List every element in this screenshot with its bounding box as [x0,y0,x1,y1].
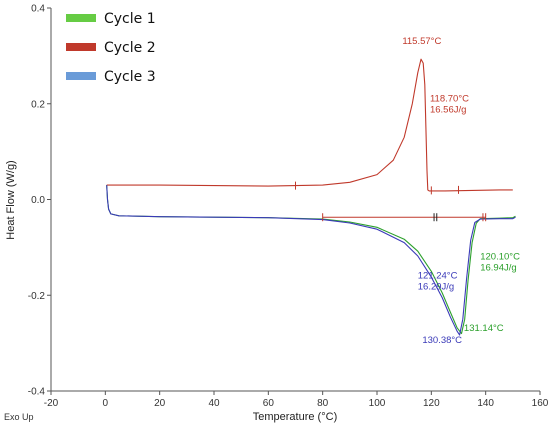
series-line-cycle-2 [106,58,513,192]
y-tick-label: -0.2 [28,291,46,302]
peak-annotation: 130.38°C [422,335,462,346]
series-line-cycle-3 [106,185,516,336]
peak-annotations: 115.57°C 118.70°C 16.56J/g 120.10°C 16.94J/g… [402,36,520,346]
peak-annotation: 115.57°C [402,36,441,47]
legend-label-cycle-1: Cycle 1 [104,11,156,27]
x-tick-label: 120 [423,398,440,409]
y-tick-label: 0.0 [31,195,45,206]
x-tick-label: 160 [532,398,549,409]
axes: -20 0 20 40 60 80 100 120 140 160 -0.4 -0.2 0.0 0.2 0.… [28,4,549,410]
y-tick-label: -0.4 [28,387,46,398]
annotation-line: 131.14°C [464,323,504,334]
annotation-line: 120.10°C [480,251,520,262]
annotation-line: 118.70°C [430,93,469,104]
peak-annotation: 121.24°C 16.29J/g [418,270,458,292]
x-tick-label: 0 [103,398,109,409]
x-tick-label: 40 [208,398,220,409]
annotation-line: 121.24°C [418,270,458,281]
peak-annotation: 120.10°C 16.94J/g [480,251,520,273]
peak-annotation: 118.70°C 16.56J/g [430,93,469,115]
x-tick-label: 100 [369,398,386,409]
exo-up-label: Exo Up [4,412,34,422]
legend-label-cycle-3: Cycle 3 [104,69,156,85]
annotation-line: 130.38°C [422,335,462,346]
annotation-line: 16.94J/g [480,262,516,273]
annotation-line: 16.29J/g [418,281,454,292]
x-tick-label: 80 [317,398,329,409]
legend-swatch-cycle-3 [66,72,96,80]
integration-markers [295,181,487,222]
x-axis-label: Temperature (°C) [253,411,337,423]
x-tick-label: 140 [477,398,494,409]
legend-swatch-cycle-2 [66,43,96,51]
y-tick-label: 0.4 [31,4,45,15]
y-tick-label: 0.2 [31,99,45,110]
peak-annotation: 131.14°C [464,323,504,334]
annotation-line: 16.56J/g [430,104,466,115]
legend-swatch-cycle-1 [66,14,96,22]
legend-label-cycle-2: Cycle 2 [104,40,156,56]
x-tick-label: 60 [263,398,275,409]
x-tick-label: 20 [154,398,166,409]
legend: Cycle 1 Cycle 2 Cycle 3 [66,11,156,85]
annotation-line: 115.57°C [402,36,441,47]
x-tick-label: -20 [44,398,59,409]
series-line-cycle-1 [106,185,516,335]
y-axis-label: Heat Flow (W/g) [5,160,17,239]
